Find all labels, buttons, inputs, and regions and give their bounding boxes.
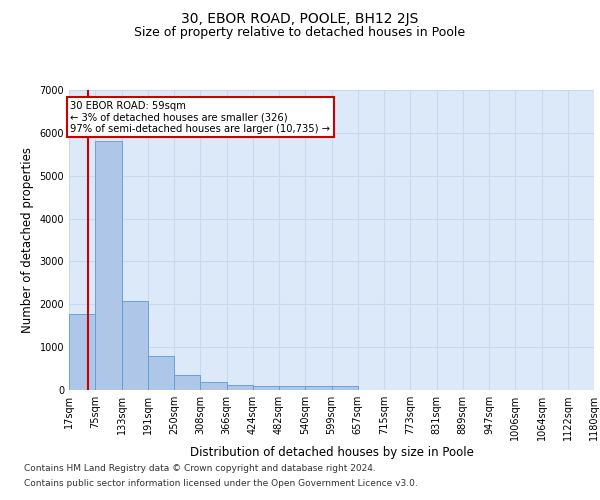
- Text: 30, EBOR ROAD, POOLE, BH12 2JS: 30, EBOR ROAD, POOLE, BH12 2JS: [181, 12, 419, 26]
- Bar: [331, 386, 358, 390]
- Bar: [279, 386, 305, 390]
- Text: Contains public sector information licensed under the Open Government Licence v3: Contains public sector information licen…: [24, 479, 418, 488]
- Text: Contains HM Land Registry data © Crown copyright and database right 2024.: Contains HM Land Registry data © Crown c…: [24, 464, 376, 473]
- Text: 30 EBOR ROAD: 59sqm
← 3% of detached houses are smaller (326)
97% of semi-detach: 30 EBOR ROAD: 59sqm ← 3% of detached hou…: [70, 100, 331, 134]
- Y-axis label: Number of detached properties: Number of detached properties: [21, 147, 34, 333]
- Bar: [174, 376, 200, 390]
- Bar: [305, 386, 331, 390]
- Text: Size of property relative to detached houses in Poole: Size of property relative to detached ho…: [134, 26, 466, 39]
- Bar: [69, 314, 95, 390]
- Bar: [95, 142, 121, 390]
- Bar: [121, 301, 148, 390]
- Bar: [148, 356, 174, 390]
- X-axis label: Distribution of detached houses by size in Poole: Distribution of detached houses by size …: [190, 446, 473, 459]
- Bar: [200, 382, 227, 390]
- Bar: [227, 385, 253, 390]
- Bar: [253, 386, 279, 390]
